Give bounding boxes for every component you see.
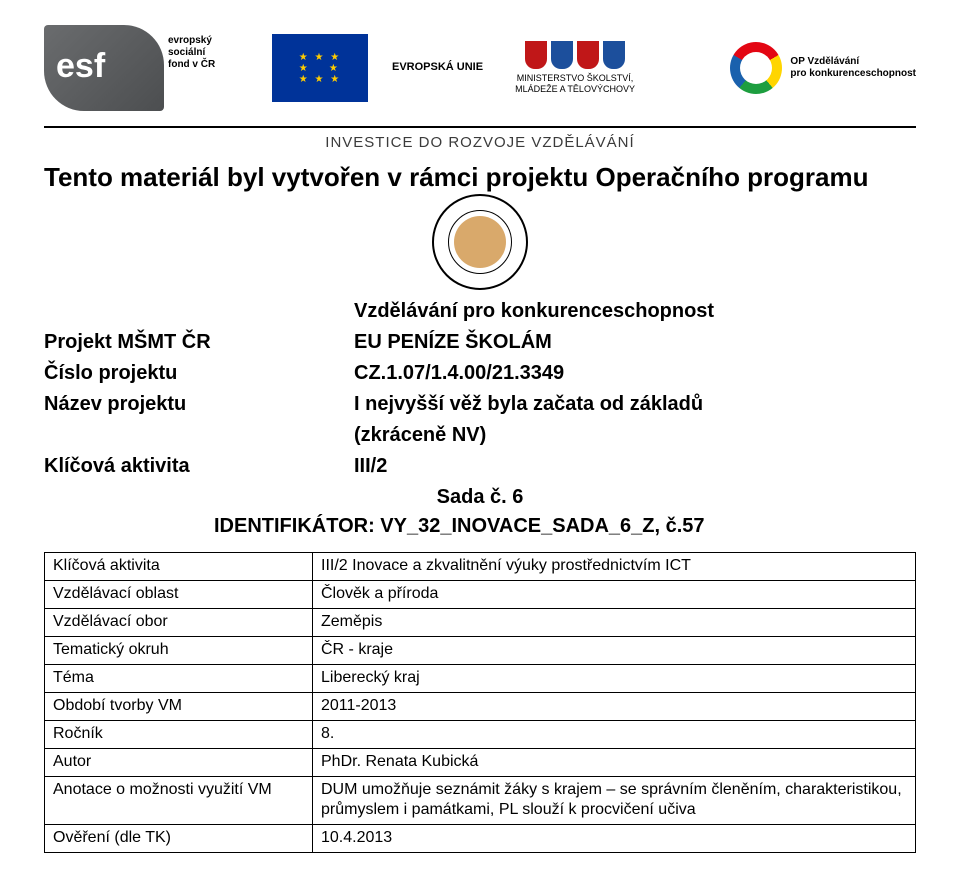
table-value-cell: DUM umožňuje seznámit žáky s krajem – se…	[313, 776, 916, 824]
meta-value: EU PENÍZE ŠKOLÁM	[354, 327, 916, 358]
invest-tagline: INVESTICE DO ROZVOJE VZDĚLÁVÁNÍ	[44, 134, 916, 151]
table-row: TémaLiberecký kraj	[45, 664, 916, 692]
meta-block: Vzdělávání pro konkurenceschopnost Proje…	[44, 296, 916, 538]
table-label-cell: Ročník	[45, 720, 313, 748]
table-row: Ročník8.	[45, 720, 916, 748]
table-row: Období tvorby VM2011-2013	[45, 692, 916, 720]
table-row: Vzdělávací oblastČlověk a příroda	[45, 580, 916, 608]
table-value-cell: Zeměpis	[313, 608, 916, 636]
meta-value: III/2	[354, 451, 916, 482]
table-row: Klíčová aktivitaIII/2 Inovace a zkvalitn…	[45, 552, 916, 580]
opvk-line1: OP Vzdělávání	[790, 56, 916, 68]
meta-row: Projekt MŠMT ČREU PENÍZE ŠKOLÁM	[44, 327, 916, 358]
meta-row: Klíčová aktivitaIII/2	[44, 451, 916, 482]
msmt-crest-icon	[525, 41, 625, 69]
table-label-cell: Vzdělávací obor	[45, 608, 313, 636]
table-row: Anotace o možnosti využití VMDUM umožňuj…	[45, 776, 916, 824]
esf-logo-text: esf	[56, 47, 105, 86]
table-row: Tematický okruhČR - kraje	[45, 636, 916, 664]
meta-label: Projekt MŠMT ČR	[44, 327, 354, 358]
opvk-line2: pro konkurenceschopnost	[790, 68, 916, 80]
table-value-cell: Člověk a příroda	[313, 580, 916, 608]
meta-row: Název projektuI nejvyšší věž byla začata…	[44, 389, 916, 420]
table-row: AutorPhDr. Renata Kubická	[45, 748, 916, 776]
meta-subtitle: Vzdělávání pro konkurenceschopnost	[354, 296, 916, 327]
school-logo-wrap	[44, 194, 916, 290]
table-value-cell: 8.	[313, 720, 916, 748]
table-label-cell: Vzdělávací oblast	[45, 580, 313, 608]
table-label-cell: Klíčová aktivita	[45, 552, 313, 580]
opvk-swirl-icon	[730, 42, 782, 94]
esf-logo-subtext: evropský sociální fond v ČR	[168, 35, 252, 71]
table-label-cell: Tematický okruh	[45, 636, 313, 664]
table-value-cell: III/2 Inovace a zkvalitnění výuky prostř…	[313, 552, 916, 580]
msmt-line2: MLÁDEŽE A TĚLOVÝCHOVY	[515, 84, 635, 95]
meta-sada-line: Sada č. 6	[44, 482, 916, 513]
table-value-cell: 2011-2013	[313, 692, 916, 720]
document-title: Tento materiál byl vytvořen v rámci proj…	[44, 161, 916, 194]
esf-logo: esf evropský sociální fond v ČR	[44, 25, 164, 111]
meta-row: Číslo projektuCZ.1.07/1.4.00/21.3349	[44, 358, 916, 389]
meta-label: Název projektu	[44, 389, 354, 420]
msmt-logo: MINISTERSTVO ŠKOLSTVÍ, MLÁDEŽE A TĚLOVÝC…	[515, 41, 635, 95]
table-label-cell: Autor	[45, 748, 313, 776]
table-value-cell: 10.4.2013	[313, 824, 916, 852]
meta-value: (zkráceně NV)	[354, 420, 916, 451]
table-row: Ověření (dle TK)10.4.2013	[45, 824, 916, 852]
eu-label: EVROPSKÁ UNIE	[392, 61, 483, 74]
table-value-cell: ČR - kraje	[313, 636, 916, 664]
meta-value: CZ.1.07/1.4.00/21.3349	[354, 358, 916, 389]
table-label-cell: Období tvorby VM	[45, 692, 313, 720]
meta-row: (zkráceně NV)	[44, 420, 916, 451]
table-value-cell: PhDr. Renata Kubická	[313, 748, 916, 776]
table-row: Vzdělávací oborZeměpis	[45, 608, 916, 636]
eu-stars-icon: ★ ★ ★★ ★★ ★ ★	[299, 52, 341, 85]
logo-strip: esf evropský sociální fond v ČR ★ ★ ★★ ★…	[44, 18, 916, 118]
info-table: Klíčová aktivitaIII/2 Inovace a zkvalitn…	[44, 552, 916, 853]
meta-label: Číslo projektu	[44, 358, 354, 389]
meta-value: I nejvyšší věž byla začata od základů	[354, 389, 916, 420]
opvk-logo: OP Vzdělávání pro konkurenceschopnost	[730, 42, 916, 94]
table-label-cell: Ověření (dle TK)	[45, 824, 313, 852]
header-rule	[44, 126, 916, 128]
meta-label: Klíčová aktivita	[44, 451, 354, 482]
table-label-cell: Téma	[45, 664, 313, 692]
table-label-cell: Anotace o možnosti využití VM	[45, 776, 313, 824]
table-value-cell: Liberecký kraj	[313, 664, 916, 692]
eu-flag-logo: ★ ★ ★★ ★★ ★ ★	[272, 34, 368, 102]
page: esf evropský sociální fond v ČR ★ ★ ★★ ★…	[0, 0, 960, 853]
msmt-line1: MINISTERSTVO ŠKOLSTVÍ,	[517, 73, 634, 84]
school-logo-icon	[432, 194, 528, 290]
meta-identifier: IDENTIFIKÁTOR: VY_32_INOVACE_SADA_6_Z, č…	[44, 515, 916, 538]
